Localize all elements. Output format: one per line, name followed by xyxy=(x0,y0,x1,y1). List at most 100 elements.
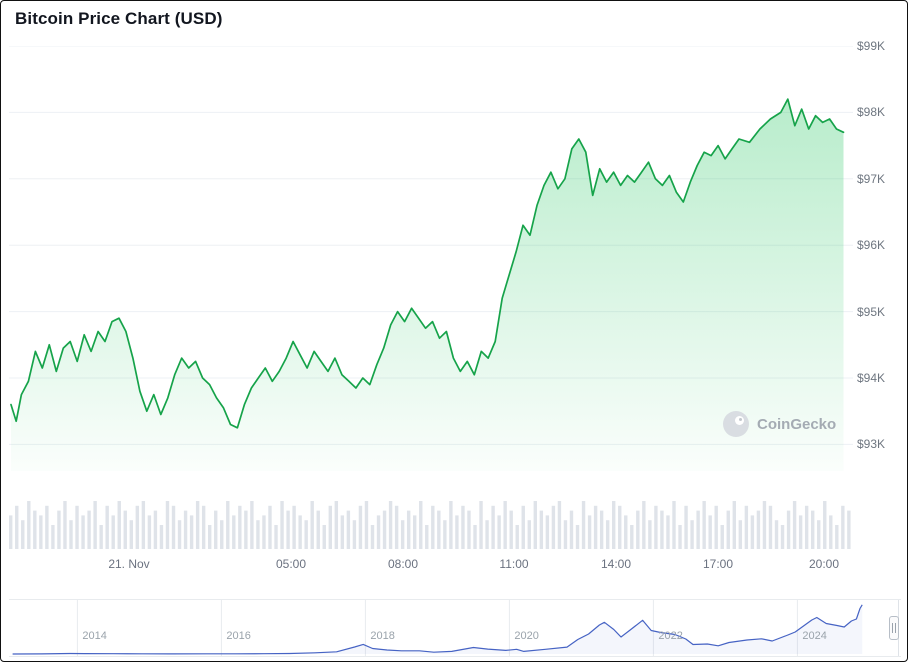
volume-bar xyxy=(497,515,501,549)
volume-bar xyxy=(419,501,423,549)
volume-bar xyxy=(244,510,248,549)
volume-bar xyxy=(443,520,447,549)
volume-bar xyxy=(304,520,308,549)
volume-bar xyxy=(660,510,664,549)
volume-bar xyxy=(798,515,803,549)
navigator-year-label: 2018 xyxy=(370,630,395,642)
volume-bar xyxy=(364,501,369,549)
volume-bar xyxy=(612,501,616,549)
volume-bar xyxy=(250,501,254,549)
volume-bar xyxy=(599,510,604,549)
x-axis-label: 17:00 xyxy=(702,557,734,571)
volume-bar xyxy=(413,515,417,549)
volume-bar xyxy=(479,501,483,549)
volume-bar xyxy=(672,501,676,549)
navigator-year-label: 2014 xyxy=(82,630,107,642)
navigator-year-label: 2016 xyxy=(226,630,251,642)
volume-bar xyxy=(780,525,785,549)
price-chart-plot[interactable] xyxy=(9,46,853,476)
volume-bar xyxy=(678,525,682,549)
volume-bars xyxy=(9,501,851,549)
volume-bar xyxy=(425,525,429,549)
volume-bar xyxy=(280,501,284,549)
volume-bar xyxy=(455,515,459,549)
volume-bar xyxy=(461,505,465,549)
volume-bar xyxy=(569,510,574,549)
volume-bar xyxy=(545,515,550,549)
y-axis-label: $93K xyxy=(857,437,886,452)
volume-bar xyxy=(39,515,43,549)
volume-bar xyxy=(123,510,127,549)
coingecko-logo-icon xyxy=(723,411,749,437)
volume-bar xyxy=(684,505,688,549)
volume-bar xyxy=(69,520,73,549)
volume-bar xyxy=(636,510,640,549)
y-axis-label: $98K xyxy=(857,105,886,120)
y-axis-label: $99K xyxy=(857,39,886,53)
range-navigator[interactable]: 2014 2016 2018 2020 2022 2024 xyxy=(9,599,901,657)
volume-bar xyxy=(117,501,121,549)
volume-bar xyxy=(792,501,797,549)
volume-bar xyxy=(406,510,411,549)
volume-bar xyxy=(93,501,97,549)
volume-bar xyxy=(666,515,670,549)
volume-bar xyxy=(768,505,773,549)
volume-bar xyxy=(220,520,224,549)
volume-bar xyxy=(141,501,146,549)
volume-bar xyxy=(804,505,809,549)
volume-bar xyxy=(774,520,779,549)
volume-bar xyxy=(51,525,55,549)
volume-bar xyxy=(63,501,67,549)
x-axis-label: 14:00 xyxy=(600,557,632,571)
volume-bar xyxy=(642,501,646,549)
volume-bar xyxy=(165,501,170,549)
navigator-svg xyxy=(12,600,863,656)
y-axis: $99K $98K $97K $96K $95K $94K $93K xyxy=(857,1,907,501)
volume-bar xyxy=(340,515,345,549)
x-axis-label: 08:00 xyxy=(387,557,419,571)
volume-bars-svg xyxy=(9,501,851,549)
volume-bar xyxy=(786,510,791,549)
volume-bar xyxy=(624,515,628,549)
volume-bar xyxy=(509,510,513,549)
volume-bar xyxy=(45,505,49,549)
volume-bar xyxy=(515,525,519,549)
volume-bar xyxy=(708,515,712,549)
volume-bar xyxy=(431,505,435,549)
volume-bar xyxy=(714,505,718,549)
volume-bar xyxy=(238,505,242,549)
y-axis-label: $95K xyxy=(857,304,886,319)
volume-bar xyxy=(195,501,200,549)
volume-bar xyxy=(159,525,164,549)
volume-bar xyxy=(449,501,453,549)
coingecko-watermark[interactable]: CoinGecko xyxy=(723,411,836,437)
volume-bar xyxy=(226,501,230,549)
volume-bar xyxy=(322,525,326,549)
volume-bar xyxy=(286,510,290,549)
volume-bar xyxy=(99,525,103,549)
volume-bar xyxy=(298,515,302,549)
volume-bar xyxy=(835,525,839,549)
navigator-gridlines xyxy=(76,600,798,656)
volume-bar xyxy=(201,505,206,549)
volume-bar xyxy=(87,510,91,549)
navigator-series xyxy=(12,604,863,655)
volume-bar xyxy=(630,525,634,549)
navigator-year-label: 2022 xyxy=(658,630,683,642)
volume-bar xyxy=(605,520,610,549)
x-axis-label: 20:00 xyxy=(808,557,840,571)
volume-bar xyxy=(177,520,182,549)
navigator-handle-icon[interactable] xyxy=(889,616,899,640)
volume-bar xyxy=(394,505,399,549)
volume-bar xyxy=(9,515,13,549)
volume-bar xyxy=(129,520,133,549)
volume-bar xyxy=(648,520,652,549)
navigator-year-label: 2020 xyxy=(514,630,539,642)
volume-bar xyxy=(352,520,357,549)
volume-bar xyxy=(587,515,592,549)
y-axis-label: $94K xyxy=(857,371,886,385)
volume-bar xyxy=(376,515,381,549)
volume-bar xyxy=(171,505,176,549)
volume-bar xyxy=(27,501,31,549)
price-series xyxy=(10,98,845,471)
